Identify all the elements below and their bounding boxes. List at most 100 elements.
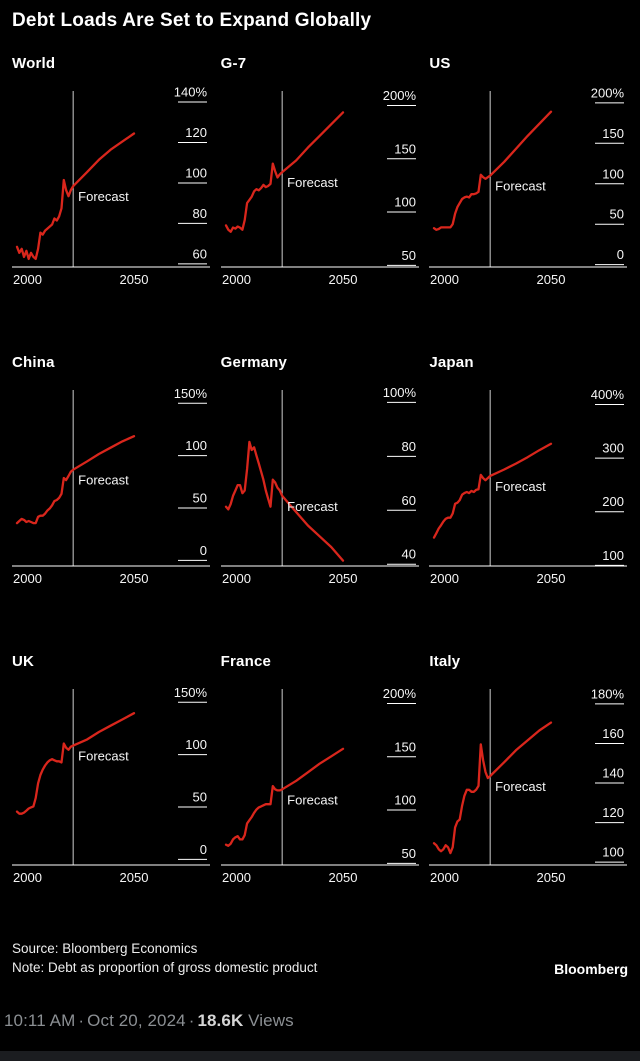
bottom-strip [0,1051,640,1061]
forecast-label: Forecast [78,749,129,764]
y-tick-label: 50 [193,490,207,505]
y-tick-label: 100% [382,385,416,400]
chart-panel-title: World [12,55,56,72]
y-tick-label: 140 [603,766,625,781]
y-tick-label: 100 [394,793,416,808]
source-note: Source: Bloomberg Economics [12,941,198,956]
tweet-date: Oct 20, 2024 [87,1011,186,1031]
x-tick-label: 2050 [537,272,566,287]
chart-plot: 200% 150 100 50 0 2000 2050 Forecast [429,85,628,287]
y-tick-label: 150% [174,685,208,700]
y-tick-label: 140% [174,85,208,100]
separator-dot: · [78,1011,85,1031]
methodology-note: Note: Debt as proportion of gross domest… [12,960,318,976]
y-tick-label: 180% [591,686,625,701]
x-tick-label: 2000 [222,272,251,287]
chart-panel-title: Germany [220,354,288,371]
chart-panel-title: Italy [429,653,461,670]
y-tick-label: 60 [401,493,415,508]
x-tick-label: 2050 [537,870,566,885]
chart-panel-japan: Japan 400% 300 200 100 2000 2050 Forecast [429,353,628,592]
y-tick-label: 50 [610,207,624,222]
x-tick-label: 2050 [120,272,149,287]
x-tick-label: 2050 [328,870,357,885]
chart-plot: 180% 160 140 120 100 2000 2050 Forecast [429,686,628,885]
separator-dot: · [188,1011,195,1031]
y-tick-label: 120 [603,805,625,820]
chart-plot: 400% 300 200 100 2000 2050 Forecast [429,387,628,586]
y-tick-label: 100 [394,195,416,210]
y-tick-label: 0 [617,247,624,262]
y-tick-label: 0 [200,543,207,558]
chart-panel-italy: Italy 180% 160 140 120 100 2000 2050 Forecast [429,652,628,891]
x-tick-label: 2000 [13,571,42,586]
x-tick-label: 2050 [328,272,357,287]
chart-plot: 150% 100 50 0 2000 2050 Forecast [12,386,210,586]
tweet-timestamp: 10:11 AM · Oct 20, 2024 · 18.6K Views [0,1011,640,1031]
y-tick-label: 150 [394,141,416,156]
y-tick-label: 100 [603,548,625,563]
chart-panel-france: France 200% 150 100 50 2000 2050 Forecast [220,652,419,891]
chart-panel-g7: G-7 200% 150 100 50 2000 2050 Forecast [220,54,419,293]
chart-panel-title: France [220,653,272,670]
y-tick-label: 400% [591,387,625,402]
y-tick-label: 200% [382,88,416,103]
debt-line-series [15,712,136,815]
chart-panel-world: World 140% 120 100 80 60 2000 2050 Forecast [12,54,210,293]
y-tick-label: 100 [603,166,625,181]
bloomberg-logo: Bloomberg [554,961,628,978]
chart-main-title: Debt Loads Are Set to Expand Globally [12,10,372,31]
bloomberg-chart-card[interactable]: Debt Loads Are Set to Expand Globally Wo… [0,0,640,977]
y-tick-label: 100 [603,845,625,860]
chart-plot: 140% 120 100 80 60 2000 2050 Forecast [12,85,210,287]
x-tick-label: 2050 [328,571,357,586]
chart-panel-china: China 150% 100 50 0 2000 2050 Forecast [12,353,210,592]
y-tick-label: 50 [401,248,415,263]
y-tick-label: 40 [401,547,415,562]
views-label: Views [248,1011,294,1031]
forecast-label: Forecast [287,499,338,514]
forecast-label: Forecast [495,179,546,194]
y-tick-label: 80 [193,206,207,221]
chart-panel-us: US 200% 150 100 50 0 2000 2050 Forecast [429,54,628,293]
forecast-label: Forecast [287,175,338,190]
chart-panel-title: US [429,55,451,72]
chart-plot: 200% 150 100 50 2000 2050 Forecast [220,88,419,287]
chart-panel-title: UK [12,653,35,670]
forecast-label: Forecast [78,189,129,204]
y-tick-label: 150 [603,126,625,141]
views-count: 18.6K [197,1011,244,1031]
tweet-time: 10:11 AM [4,1011,76,1031]
x-tick-label: 2000 [222,571,251,586]
y-tick-label: 150 [394,739,416,754]
y-tick-label: 0 [200,842,207,857]
y-tick-label: 120 [185,125,207,140]
y-tick-label: 160 [603,726,625,741]
chart-panel-germany: Germany 100% 80 60 40 2000 2050 Forecast [220,353,419,592]
y-tick-label: 100 [185,438,207,453]
chart-plot: 150% 100 50 0 2000 2050 Forecast [12,685,210,885]
x-tick-label: 2000 [430,571,459,586]
debt-line-series [224,111,344,233]
forecast-label: Forecast [287,792,338,807]
y-tick-label: 200% [591,85,625,100]
y-tick-label: 60 [193,246,207,261]
y-tick-label: 100 [185,165,207,180]
chart-panel-title: G-7 [220,55,247,72]
y-tick-label: 200 [603,494,625,509]
debt-line-series [433,442,553,539]
forecast-label: Forecast [495,779,546,794]
charts-grid: World 140% 120 100 80 60 2000 2050 Forecast G-7 20… [0,54,640,891]
x-tick-label: 2050 [537,571,566,586]
debt-line-series [15,435,136,525]
debt-line-series [433,110,553,231]
x-tick-label: 2050 [120,870,149,885]
debt-line-series [433,721,553,855]
y-tick-label: 150% [174,386,208,401]
y-tick-label: 300 [603,441,625,456]
debt-line-series [224,747,344,847]
y-tick-label: 80 [401,439,415,454]
chart-notes: Source: Bloomberg Economics Note: Debt a… [12,939,317,977]
x-tick-label: 2000 [430,272,459,287]
chart-panel-title: Japan [429,354,474,371]
